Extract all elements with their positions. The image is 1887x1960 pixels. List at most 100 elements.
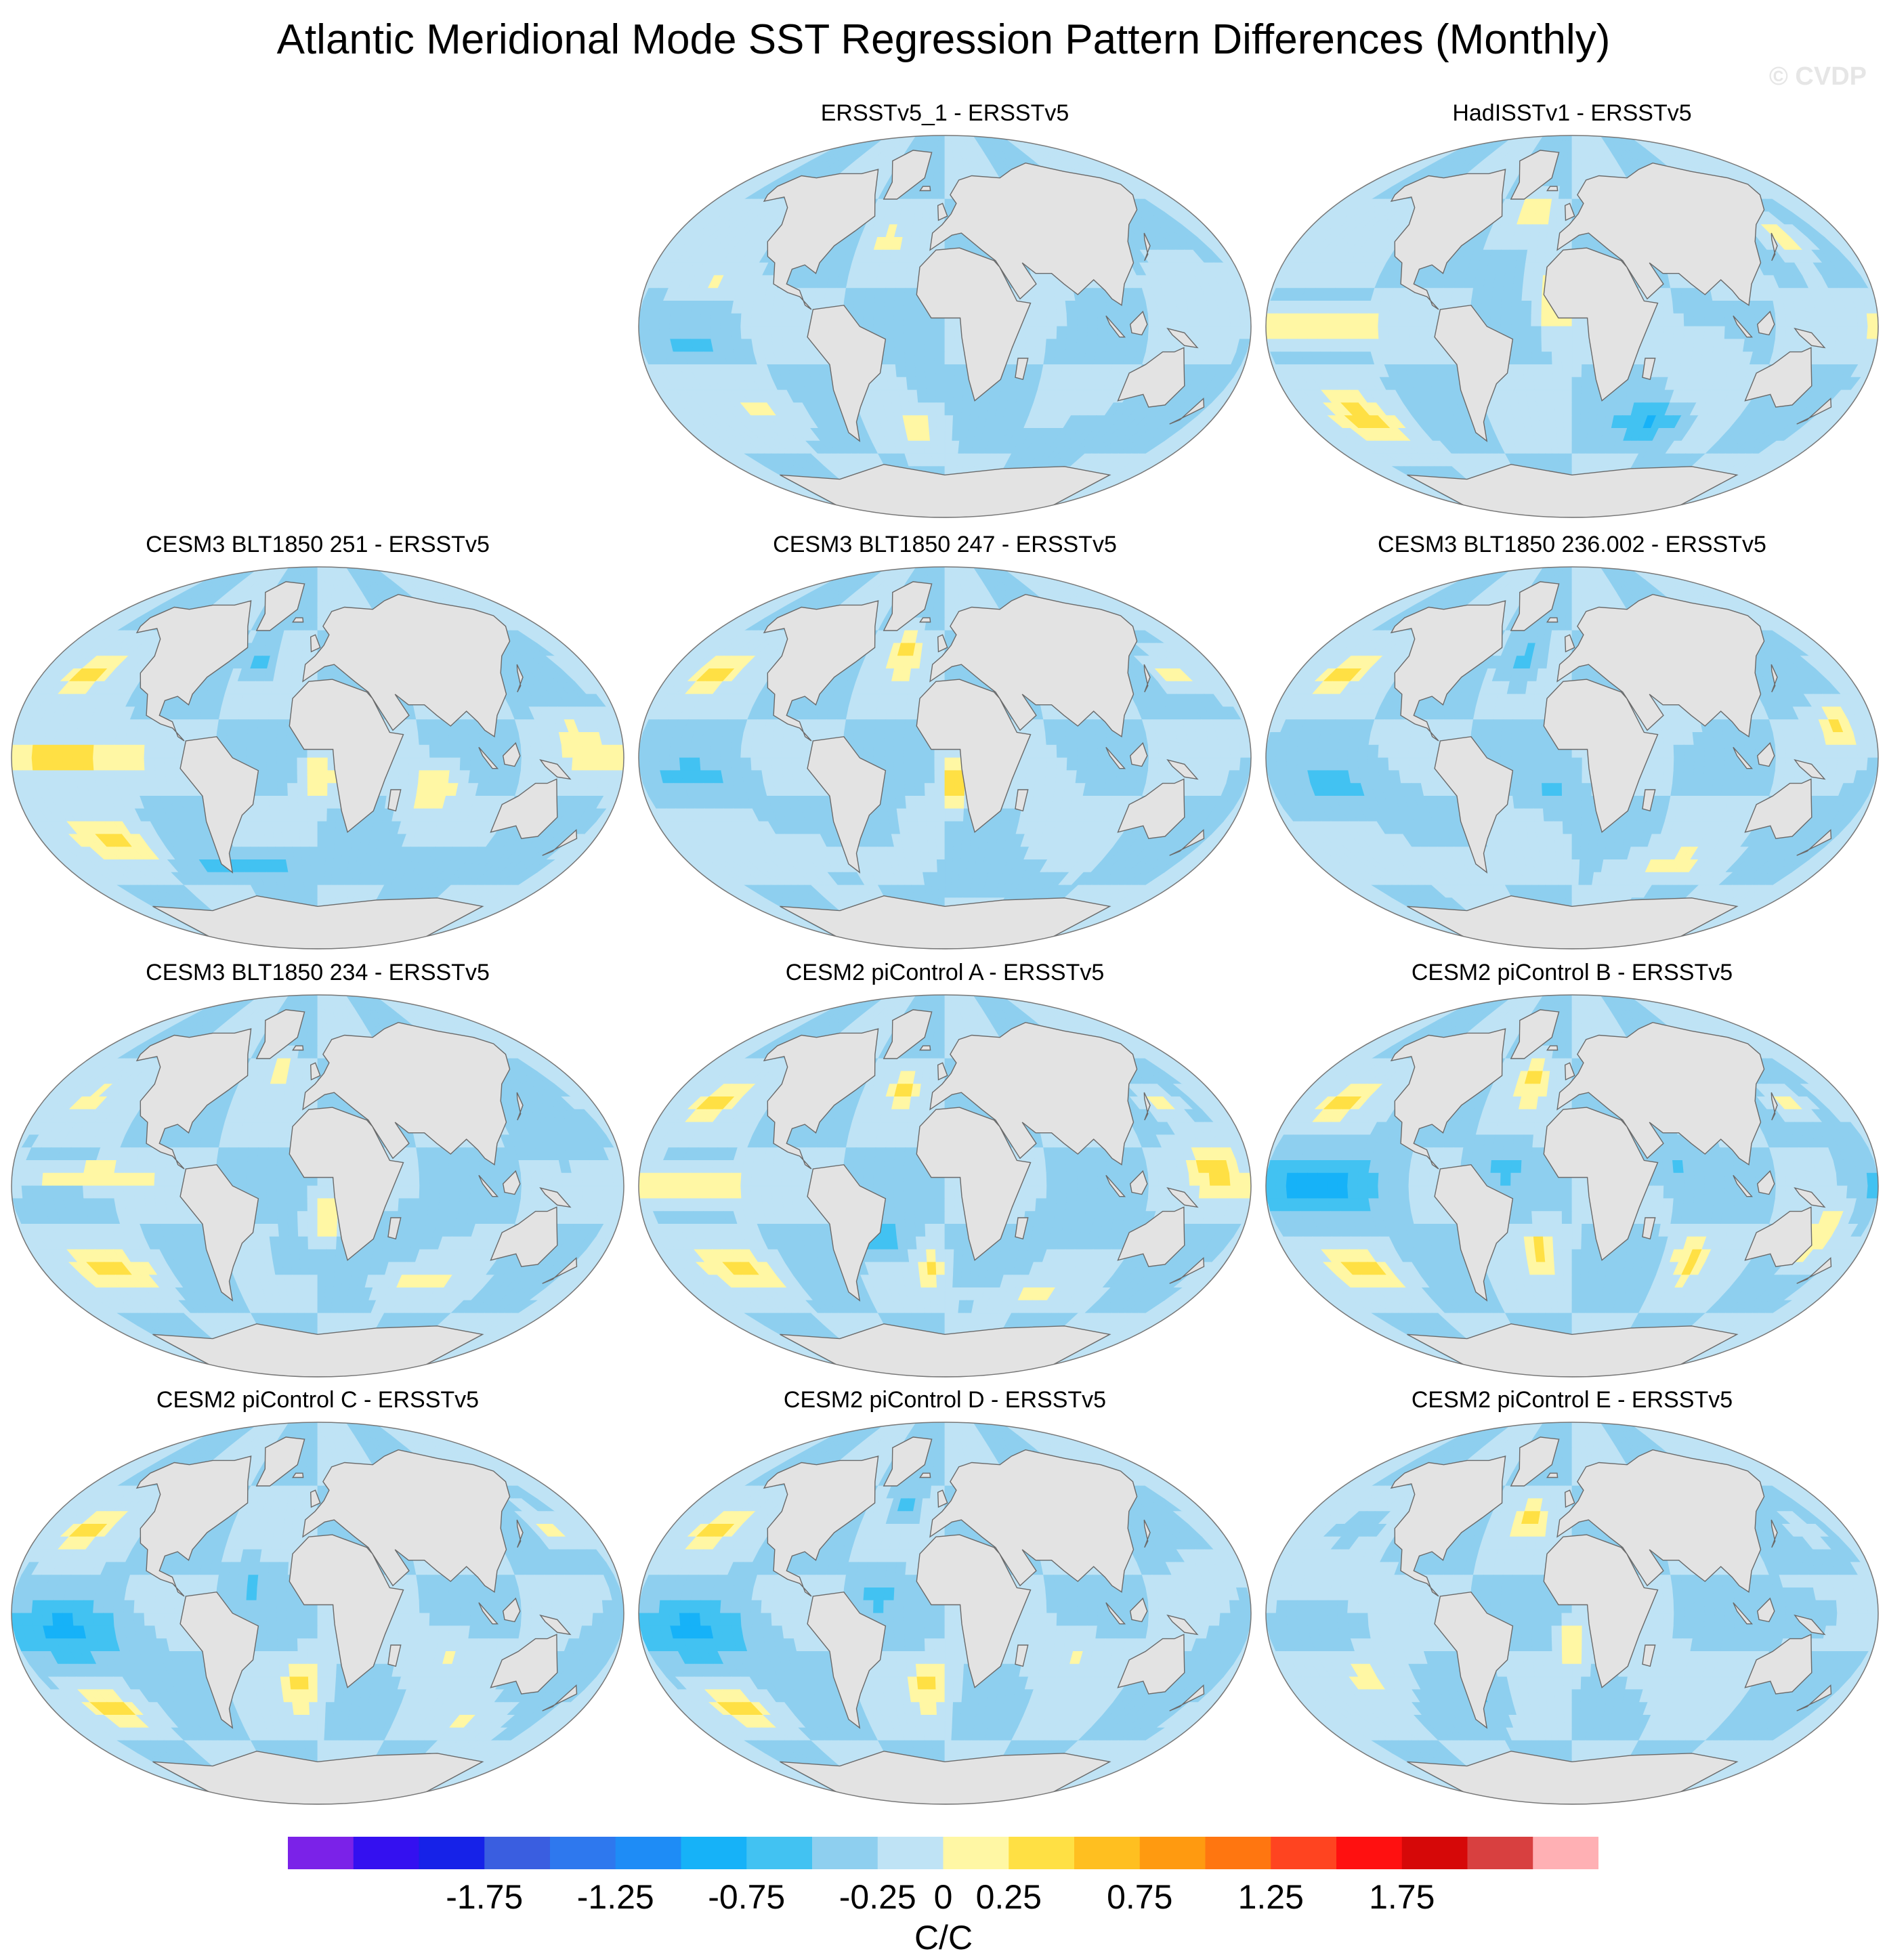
field-cell — [612, 744, 624, 759]
field-cell — [909, 236, 920, 251]
field-cell — [1521, 288, 1533, 301]
field-cell — [1546, 224, 1557, 238]
field-cell — [292, 847, 303, 860]
field-cell — [953, 389, 964, 404]
land-africa — [1543, 247, 1659, 402]
field-cell — [914, 351, 926, 365]
field-cell — [740, 313, 752, 327]
field-cell — [154, 757, 166, 771]
field-cell — [929, 440, 939, 454]
field-cell — [952, 402, 963, 417]
land-japan — [1771, 232, 1778, 261]
field-cell — [1662, 300, 1674, 314]
field-cell — [1536, 236, 1548, 251]
field-cell — [883, 326, 895, 340]
field-cell — [1672, 300, 1684, 314]
field-cell — [1571, 326, 1583, 340]
field-cell — [520, 744, 532, 759]
land-sumatra — [1105, 315, 1126, 338]
field-cell — [905, 364, 916, 378]
field-cell — [938, 173, 946, 187]
field-cell — [669, 326, 681, 340]
field-cell — [1673, 313, 1685, 327]
field-cell — [1521, 326, 1532, 340]
field-cell — [1378, 326, 1390, 340]
field-cell — [924, 339, 935, 353]
field-cell — [266, 744, 278, 759]
field-cell — [1500, 313, 1512, 327]
field-cell — [1036, 326, 1048, 340]
field-cell — [1561, 326, 1573, 340]
field-cell — [1076, 313, 1088, 327]
field-cell — [429, 744, 441, 759]
field-cell — [1025, 326, 1038, 340]
field-cell — [1846, 326, 1859, 340]
field-cell — [287, 783, 299, 796]
field-cell — [1556, 198, 1566, 213]
field-cell — [1097, 313, 1109, 327]
field-cell — [1714, 326, 1726, 340]
land-new-zealand — [1796, 397, 1832, 425]
field-cell — [648, 326, 661, 340]
field-cell — [916, 389, 928, 404]
field-cell — [581, 744, 594, 759]
field-cell — [282, 834, 293, 848]
field-cell — [1556, 427, 1565, 442]
field-cell — [259, 808, 272, 822]
field-cell — [937, 186, 946, 200]
field-cell — [1551, 351, 1563, 365]
field-cell — [1025, 339, 1037, 353]
field-cell — [278, 795, 289, 809]
field-cell — [1562, 377, 1573, 391]
field-cell — [1571, 173, 1579, 187]
field-cell — [844, 288, 857, 301]
field-cell — [62, 744, 75, 759]
field-cell — [699, 313, 712, 327]
field-cell — [277, 783, 289, 796]
field-cell — [658, 313, 671, 327]
field-cell — [297, 783, 308, 796]
field-cell — [307, 795, 318, 809]
field-cell — [782, 300, 794, 314]
field-cell — [1662, 339, 1674, 353]
field-cell — [1419, 300, 1432, 314]
field-cell — [934, 364, 946, 378]
field-cell — [944, 173, 952, 187]
field-cell — [326, 795, 338, 809]
field-cell — [914, 326, 925, 340]
field-cell — [927, 415, 937, 429]
field-cell — [927, 402, 937, 417]
field-cell — [1533, 262, 1545, 276]
field-cell — [1045, 300, 1057, 314]
field-cell — [1815, 326, 1828, 340]
field-cell — [1712, 339, 1725, 353]
field-cell — [1286, 313, 1298, 327]
world-map — [11, 566, 624, 950]
field-cell — [246, 744, 257, 759]
field-cell — [1554, 402, 1565, 417]
field-cell — [1775, 326, 1787, 340]
field-cell — [689, 313, 702, 327]
field-cell — [419, 757, 431, 771]
field-cell — [904, 326, 915, 340]
field-cell — [1568, 135, 1573, 149]
field-cell — [21, 757, 34, 771]
field-cell — [278, 694, 291, 708]
field-cell — [952, 415, 962, 429]
field-cell — [907, 249, 919, 263]
field-cell — [51, 757, 64, 771]
field-cell — [904, 300, 915, 314]
field-cell — [893, 326, 905, 340]
field-cell — [439, 744, 451, 759]
field-cell — [1541, 326, 1552, 340]
field-cell — [299, 834, 310, 848]
field-cell — [1653, 313, 1665, 327]
field-cell — [418, 731, 430, 746]
field-cell — [1510, 326, 1522, 340]
field-cell — [1347, 313, 1359, 327]
field-cell — [280, 821, 292, 835]
field-cell — [1056, 313, 1068, 327]
field-cell — [1744, 313, 1756, 327]
field-cell — [490, 744, 502, 759]
field-cell — [236, 744, 247, 759]
